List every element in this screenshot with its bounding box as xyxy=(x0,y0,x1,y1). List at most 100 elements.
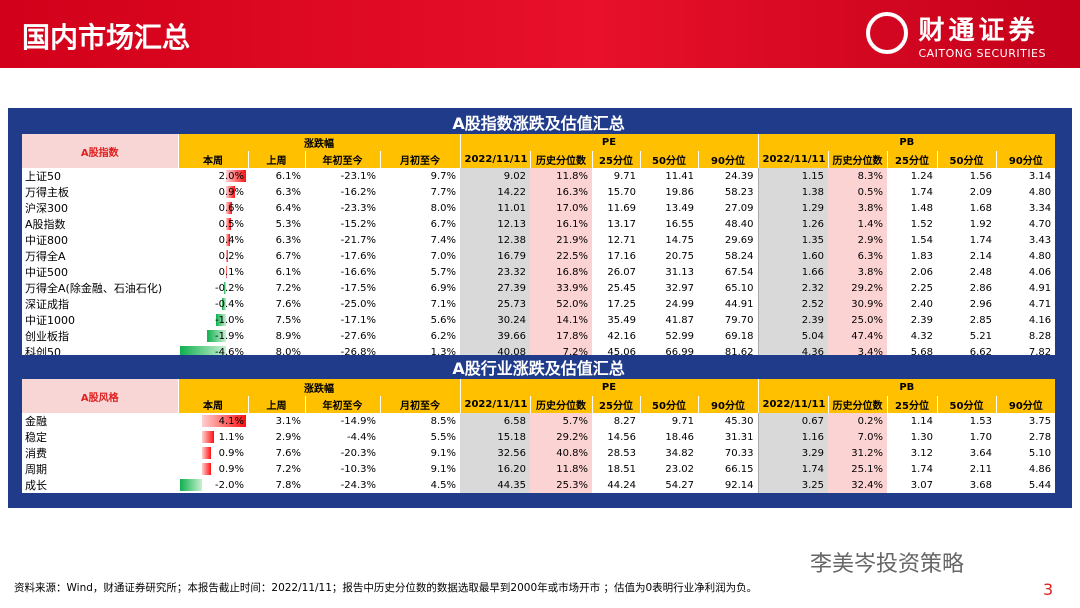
data-row: 创业板指 -1.9% 8.9% -27.6% 6.2% 39.66 17.8% 42.16 52… xyxy=(22,328,1056,344)
group-header: PB xyxy=(757,134,1056,151)
cell: 7.5% xyxy=(248,312,305,328)
cell-value: 9.7% xyxy=(430,170,456,182)
cell: 6.1% xyxy=(248,168,305,184)
cell: 0.5% xyxy=(828,184,887,200)
logo: 财通证券 CAITONG SECURITIES xyxy=(866,10,1046,60)
cell-value: -14.9% xyxy=(340,415,376,427)
cell-value: 1.15 xyxy=(801,170,824,182)
cell-value: 2.39 xyxy=(910,314,933,326)
cell: 7.2% xyxy=(248,280,305,296)
cell-value: 7.5% xyxy=(275,314,301,326)
table-block: A股行业涨跌及估值汇总 A股风格 涨跌幅 PE PB 本周 上周 年初至今 月初至今 2022/1… xyxy=(22,355,1064,493)
data-bar xyxy=(226,234,230,246)
cell-value: 24.39 xyxy=(724,170,754,182)
cell: 7.7% xyxy=(380,184,460,200)
cell: 30.24 xyxy=(460,312,530,328)
cell-value: 6.58 xyxy=(503,415,526,427)
cell-value: 27.09 xyxy=(724,202,754,214)
cell: 3.29 xyxy=(757,445,828,461)
cell: -17.5% xyxy=(305,280,380,296)
row-name: 金融 xyxy=(22,413,178,429)
cell: 14.75 xyxy=(640,232,698,248)
cell-value: 16.55 xyxy=(665,218,694,230)
cell-value: 32.56 xyxy=(497,447,526,459)
data-bar xyxy=(222,298,226,310)
cell: 58.24 xyxy=(698,248,758,264)
cell: 1.74 xyxy=(887,184,937,200)
cell-value: 66.99 xyxy=(665,346,694,358)
cell-value: 4.32 xyxy=(910,330,933,342)
cell: 12.38 xyxy=(460,232,530,248)
cell-value: 11.41 xyxy=(665,170,694,182)
cell-value: 16.20 xyxy=(497,463,526,475)
corner-label: A股指数 xyxy=(22,134,178,168)
cell: 11.69 xyxy=(592,200,640,216)
cell-value: 2.86 xyxy=(969,282,992,294)
cell-value: 42.16 xyxy=(607,330,636,342)
column-header-row: 本周 上周 年初至今 月初至今 2022/11/11 历史分位数 25分位 50分位 90分位 2… xyxy=(22,151,1056,168)
column-header: 90分位 xyxy=(995,396,1056,413)
cell: 0.4% xyxy=(178,232,248,248)
cell-value: 79.70 xyxy=(724,314,754,326)
cell-value: 5.7% xyxy=(430,266,456,278)
group-header: PE xyxy=(459,134,758,151)
cell-value: 29.2% xyxy=(851,282,883,294)
cell-value: 9.1% xyxy=(430,447,456,459)
cell-value: 54.27 xyxy=(665,479,694,491)
cell: 1.56 xyxy=(937,168,996,184)
cell-value: 0.2% xyxy=(857,415,883,427)
cell: 1.52 xyxy=(887,216,937,232)
cell-value: 7.2% xyxy=(275,282,301,294)
cell: 1.14 xyxy=(887,413,937,429)
cell: 2.48 xyxy=(937,264,996,280)
cell-value: 1.1% xyxy=(218,431,244,443)
cell: 30.9% xyxy=(828,296,887,312)
cell: 4.80 xyxy=(996,248,1056,264)
cell-value: 2.32 xyxy=(801,282,824,294)
cell-value: -10.3% xyxy=(340,463,376,475)
cell: 5.21 xyxy=(937,328,996,344)
cell-value: 47.4% xyxy=(851,330,883,342)
page-number: 3 xyxy=(1043,580,1054,599)
data-bar xyxy=(224,282,226,294)
column-header: 历史分位数 xyxy=(529,396,592,413)
cell-value: 41.87 xyxy=(665,314,694,326)
cell-value: 30.9% xyxy=(851,298,883,310)
row-name: 中证500 xyxy=(22,264,178,280)
cell: -16.2% xyxy=(305,184,380,200)
cell: 5.10 xyxy=(996,445,1056,461)
cell-value: 45.30 xyxy=(724,415,754,427)
cell-value: 7.82 xyxy=(1028,346,1052,358)
cell-value: 2.11 xyxy=(969,463,992,475)
cell: 6.7% xyxy=(380,216,460,232)
cell: 1.70 xyxy=(937,429,996,445)
cell: 2.11 xyxy=(937,461,996,477)
cell: 65.10 xyxy=(698,280,758,296)
cell: 67.54 xyxy=(698,264,758,280)
cell-value: 11.01 xyxy=(497,202,526,214)
cell-value: 1.24 xyxy=(910,170,933,182)
cell-value: 6.3% xyxy=(857,250,883,262)
table-frame: A股指数涨跌及估值汇总 A股指数 涨跌幅 PE PB 本周 上周 年初至今 月初至今 2022/1… xyxy=(8,108,1072,508)
cell-value: 3.25 xyxy=(801,479,824,491)
cell-value: 67.54 xyxy=(724,266,754,278)
cell: 9.7% xyxy=(380,168,460,184)
cell: 6.3% xyxy=(248,232,305,248)
cell-value: -24.3% xyxy=(340,479,376,491)
row-name: 万得全A(除金融、石油石化) xyxy=(22,280,178,296)
cell: 31.31 xyxy=(698,429,758,445)
cell: 16.8% xyxy=(530,264,592,280)
cell-value: 2.96 xyxy=(969,298,992,310)
cell-value: 7.6% xyxy=(275,447,301,459)
cell-value: 11.69 xyxy=(607,202,636,214)
cell-value: 4.16 xyxy=(1028,314,1052,326)
data-row: 金融 4.1% 3.1% -14.9% 8.5% 6.58 5.7% 8.27 9.71 45.3… xyxy=(22,413,1056,429)
cell-value: 0.5% xyxy=(218,218,244,230)
cell: 11.8% xyxy=(530,461,592,477)
cell: 7.0% xyxy=(828,429,887,445)
cell-value: 1.60 xyxy=(801,250,824,262)
cell: 24.39 xyxy=(698,168,758,184)
row-name: 成长 xyxy=(22,477,178,493)
data-row: 消费 0.9% 7.6% -20.3% 9.1% 32.56 40.8% 28.53 34.82… xyxy=(22,445,1056,461)
cell: 0.2% xyxy=(828,413,887,429)
